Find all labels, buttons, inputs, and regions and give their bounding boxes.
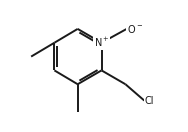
Text: Cl: Cl — [144, 96, 154, 106]
Text: N$^+$: N$^+$ — [94, 36, 109, 49]
Text: O$^-$: O$^-$ — [127, 23, 143, 35]
